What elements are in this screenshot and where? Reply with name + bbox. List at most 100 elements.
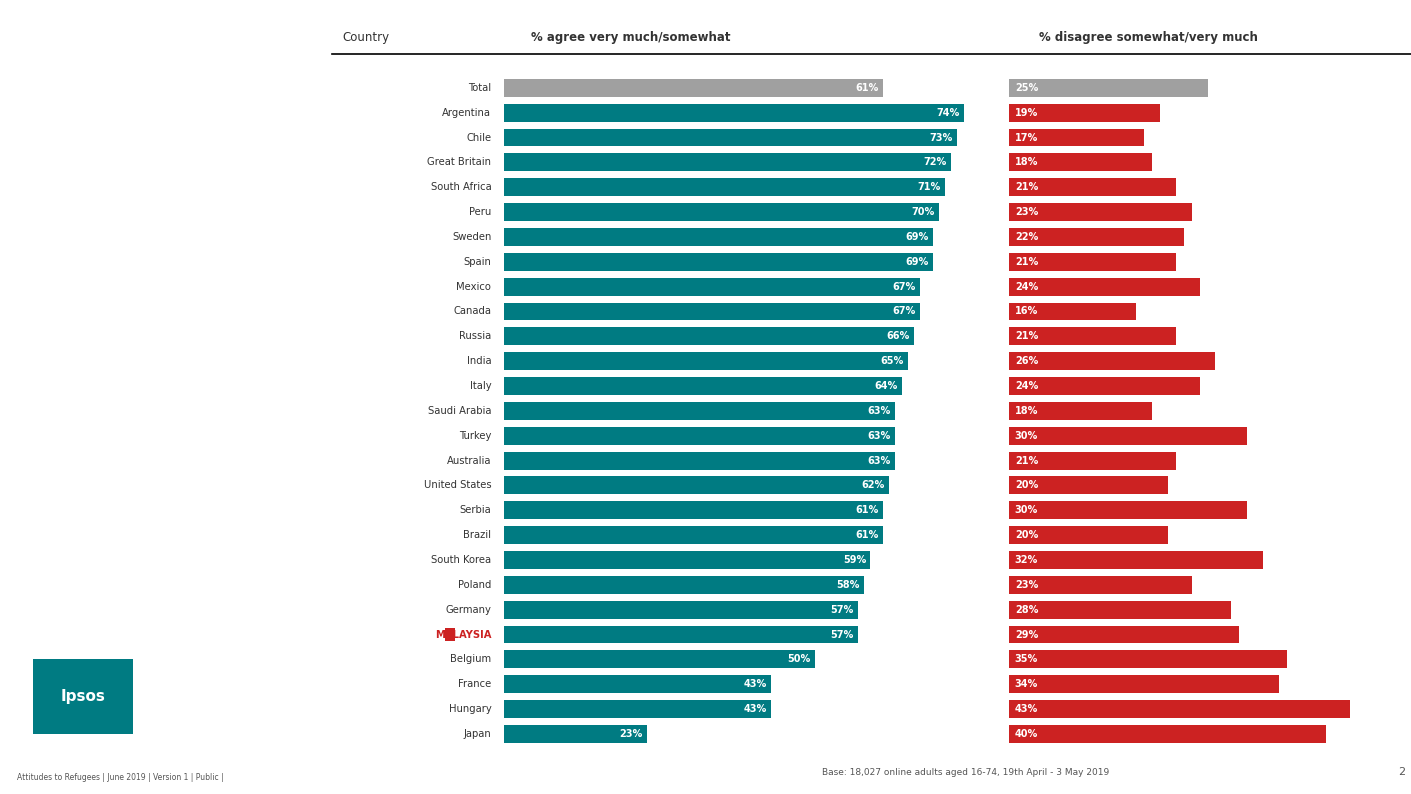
Bar [504, 427, 896, 445]
Bar [504, 476, 889, 495]
Text: MALAYSIA: MALAYSIA [435, 630, 491, 639]
Bar [1009, 551, 1263, 569]
Text: 65%: 65% [880, 357, 903, 366]
Text: 69%: 69% [904, 232, 928, 242]
Text: Australia: Australia [447, 456, 491, 465]
Bar [1009, 104, 1160, 121]
Bar [1009, 576, 1192, 594]
Text: 62%: 62% [862, 480, 885, 491]
Text: 73%: 73% [930, 133, 952, 143]
Bar [34, 659, 133, 734]
Text: % disagree somewhat/very much: % disagree somewhat/very much [1038, 31, 1257, 44]
Text: Spain: Spain [463, 256, 491, 267]
Text: 24%: 24% [1015, 282, 1038, 291]
Bar [504, 626, 858, 643]
Text: 72%: 72% [924, 157, 947, 168]
Text: France: France [459, 679, 491, 689]
Bar [1009, 129, 1144, 147]
Text: 21%: 21% [1015, 456, 1038, 465]
Text: 61%: 61% [855, 530, 879, 540]
Bar [504, 377, 902, 395]
Bar [504, 601, 858, 619]
Text: 67%: 67% [893, 306, 916, 317]
Text: 29%: 29% [1015, 630, 1038, 639]
Bar [1009, 377, 1199, 395]
Text: Japan: Japan [464, 729, 491, 739]
Text: Ipsos: Ipsos [61, 689, 106, 703]
Bar [1009, 228, 1184, 246]
Text: Similar to the global
average of 61%, more
than half of Malaysian
(57%) agree th: Similar to the global average of 61%, mo… [34, 278, 246, 518]
Bar [1009, 79, 1208, 97]
Text: 69%: 69% [904, 256, 928, 267]
Text: Attitudes to Refugees | June 2019 | Version 1 | Public |: Attitudes to Refugees | June 2019 | Vers… [17, 773, 223, 782]
Bar [1009, 402, 1151, 420]
Bar [504, 576, 865, 594]
Text: 28%: 28% [1015, 605, 1038, 615]
Bar [504, 526, 883, 544]
Text: 40%: 40% [1015, 729, 1038, 739]
Text: Poland: Poland [459, 580, 491, 590]
Text: Saudi Arabia: Saudi Arabia [428, 406, 491, 416]
Bar [504, 129, 958, 147]
Text: 70%: 70% [912, 207, 934, 217]
Text: Turkey: Turkey [459, 430, 491, 441]
Text: 23%: 23% [619, 729, 643, 739]
Text: 43%: 43% [744, 704, 766, 714]
Text: 21%: 21% [1015, 183, 1038, 192]
Bar [1009, 278, 1199, 295]
Bar [504, 327, 914, 345]
Text: 30%: 30% [1015, 430, 1038, 441]
Text: India: India [467, 357, 491, 366]
Bar [1009, 179, 1175, 196]
Text: 66%: 66% [886, 331, 910, 341]
Text: 63%: 63% [868, 456, 890, 465]
Text: South Africa: South Africa [430, 183, 491, 192]
Bar [1009, 501, 1247, 519]
Text: 19%: 19% [1015, 108, 1038, 118]
Text: 22%: 22% [1015, 232, 1038, 242]
Bar [1009, 601, 1232, 619]
Text: Chile: Chile [466, 133, 491, 143]
Bar [1009, 675, 1278, 693]
Text: 17%: 17% [1015, 133, 1038, 143]
Text: 63%: 63% [868, 430, 890, 441]
Text: 25%: 25% [1015, 83, 1038, 93]
Bar [504, 452, 896, 469]
Bar [1009, 427, 1247, 445]
Bar [504, 303, 920, 321]
Text: Canada: Canada [453, 306, 491, 317]
Text: 63%: 63% [868, 406, 890, 416]
Bar [504, 501, 883, 519]
Text: Great Britain: Great Britain [428, 157, 491, 168]
Bar [1009, 303, 1136, 321]
Text: Brazil: Brazil [463, 530, 491, 540]
Bar [504, 725, 648, 743]
Text: Argentina: Argentina [442, 108, 491, 118]
Bar [1009, 153, 1151, 172]
Bar [504, 650, 814, 669]
Text: 67%: 67% [893, 282, 916, 291]
Text: 20%: 20% [1015, 530, 1038, 540]
Text: 59%: 59% [842, 555, 866, 565]
Text: 43%: 43% [744, 679, 766, 689]
Bar [1009, 252, 1175, 271]
Bar [504, 228, 933, 246]
Bar [1009, 626, 1239, 643]
Text: 57%: 57% [831, 605, 854, 615]
Bar [1009, 452, 1175, 469]
Bar [504, 203, 938, 221]
Bar [504, 675, 772, 693]
Bar [504, 353, 907, 370]
Text: Country: Country [343, 31, 389, 44]
Text: 71%: 71% [917, 183, 941, 192]
Bar [504, 179, 945, 196]
Text: United States: United States [423, 480, 491, 491]
Bar [504, 402, 896, 420]
Text: Sweden: Sweden [452, 232, 491, 242]
Bar [1009, 700, 1350, 718]
Text: 58%: 58% [837, 580, 859, 590]
Bar [1009, 725, 1326, 743]
Bar [504, 252, 933, 271]
Bar [1009, 327, 1175, 345]
Bar [504, 104, 964, 121]
